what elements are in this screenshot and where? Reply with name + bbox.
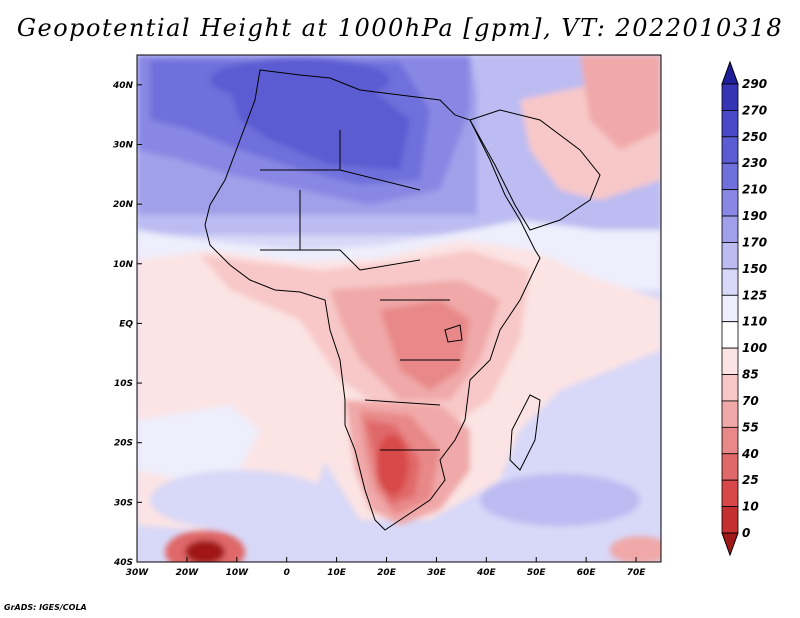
lat-tick-label: 40N [112, 81, 134, 91]
colorbar-swatch [721, 189, 739, 217]
colorbar-swatch [721, 426, 739, 455]
lon-tick-label: 70E [627, 568, 647, 578]
chart-title: Geopotential Height at 1000hPa [gpm], VT… [16, 14, 784, 42]
lon-tick-label: 30E [427, 568, 447, 578]
colorbar-label: 230 [742, 156, 767, 170]
lat-tick-label: 10N [113, 260, 134, 270]
colorbar-swatch [721, 506, 739, 534]
sahara-high-core [230, 80, 410, 170]
lat-tick-label: 30S [114, 498, 133, 508]
colorbar-swatch [721, 479, 739, 507]
colorbar-swatch [721, 374, 739, 402]
colorbar-bottom-arrow [721, 532, 739, 557]
colorbar-label: 270 [742, 103, 767, 117]
colorbar-swatch [721, 453, 739, 481]
colorbar-swatch [721, 268, 739, 296]
lon-tick-label: 10E [327, 568, 347, 578]
colorbar-label: 55 [742, 420, 759, 434]
lat-tick-label: 40S [113, 558, 133, 568]
colorbar-label: 125 [742, 288, 767, 302]
indian-ocean-high [480, 474, 640, 526]
colorbar-label: 290 [742, 77, 767, 91]
colorbar-label: 40 [741, 447, 759, 461]
colorbar-label: 0 [742, 526, 750, 540]
colorbar-label: 190 [742, 209, 767, 223]
arabia-coastline [469, 109, 601, 231]
south-atlantic-high [150, 470, 330, 530]
lon-tick-label: 20W [176, 568, 200, 578]
colorbar: 2902702502302101901701501251101008570554… [721, 60, 767, 557]
colorbar-swatch [721, 347, 739, 375]
colorbar-label: 85 [742, 368, 759, 382]
lon-tick-label: 50E [527, 568, 547, 578]
colorbar-label: 170 [742, 235, 767, 249]
lat-tick-label: 10S [114, 379, 133, 389]
lon-tick-label: 10W [226, 568, 250, 578]
lat-tick-label: 20S [114, 439, 133, 449]
lon-tick-label: 60E [577, 568, 597, 578]
lon-tick-label: 40E [476, 568, 497, 578]
latitude-ticks: 40N 30N 20N 10N EQ 10S 20S 30S 40S [112, 81, 142, 568]
lon-tick-label: 0 [284, 568, 290, 578]
colorbar-label: 10 [742, 500, 759, 514]
lat-tick-label: 30N [113, 140, 134, 150]
colorbar-swatch [721, 136, 739, 164]
colorbar-swatch [721, 242, 739, 270]
lake-victoria [444, 324, 463, 343]
lat-tick-label: 20N [113, 200, 134, 210]
colorbar-swatch [721, 110, 739, 138]
colorbar-swatch [721, 83, 739, 111]
lat-tick-label: EQ [119, 319, 133, 329]
colorbar-swatch [721, 215, 739, 243]
colorbar-label: 70 [742, 394, 759, 408]
lon-tick-label: 30W [126, 568, 150, 578]
lon-tick-label: 20E [377, 568, 397, 578]
longitude-ticks: 30W 20W 10W 0 10E 20E 30E 40E 50E 60E 70E [126, 557, 646, 578]
colorbar-swatch [721, 321, 739, 349]
colorbar-label: 100 [742, 341, 767, 355]
field-shading [137, 55, 661, 562]
colorbar-swatch [721, 400, 739, 428]
colorbar-label: 210 [742, 183, 767, 197]
colorbar-swatch [721, 162, 739, 191]
south-africa-low-core [376, 435, 408, 495]
colorbar-label: 25 [742, 473, 759, 487]
colorbar-label: 150 [742, 262, 767, 276]
map-frame [136, 54, 662, 563]
madagascar [509, 394, 541, 471]
colorbar-label: 110 [742, 315, 767, 329]
grads-credit: GrADS: IGES/COLA [4, 603, 87, 612]
colorbar-swatch [721, 294, 739, 323]
colorbar-label: 250 [742, 130, 767, 144]
border-lines [260, 130, 460, 451]
coastlines [204, 69, 601, 531]
colorbar-top-arrow [721, 60, 739, 85]
